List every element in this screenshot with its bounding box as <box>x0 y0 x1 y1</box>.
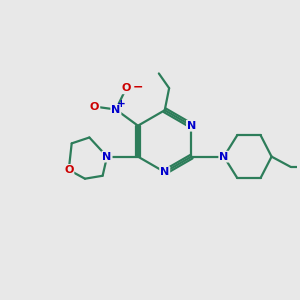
Text: O: O <box>90 102 99 112</box>
Text: +: + <box>117 99 125 109</box>
Text: N: N <box>102 152 112 162</box>
Text: O: O <box>64 165 74 175</box>
Text: N: N <box>219 152 229 162</box>
Text: N: N <box>187 121 196 131</box>
Text: N: N <box>111 104 121 115</box>
Text: −: − <box>133 80 143 93</box>
Text: O: O <box>122 83 131 93</box>
Text: N: N <box>160 167 169 177</box>
